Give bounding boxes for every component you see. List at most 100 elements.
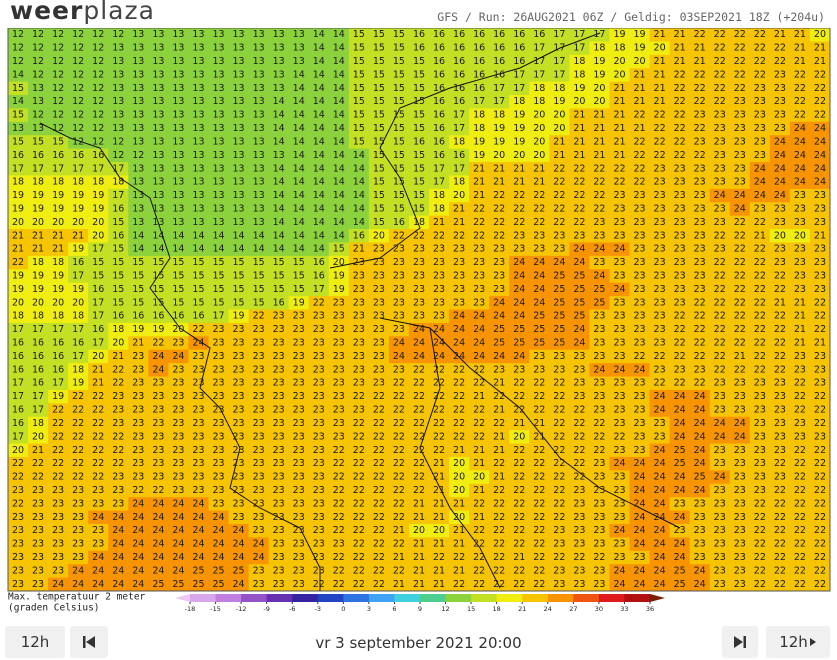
temp-value: 24	[172, 539, 184, 550]
temp-value: 13	[152, 83, 164, 94]
temp-value: 24	[694, 418, 706, 429]
temp-value: 13	[212, 96, 224, 107]
temp-cell	[88, 28, 109, 42]
temp-value: 23	[694, 163, 706, 174]
temp-value: 23	[714, 525, 726, 536]
temp-value: 23	[293, 378, 305, 389]
temp-value: 21	[32, 445, 44, 456]
temp-value: 23	[273, 565, 285, 576]
temp-cell	[609, 121, 631, 136]
forward-step-label: 12h	[779, 633, 808, 651]
temp-value: 22	[774, 324, 786, 335]
temp-value: 23	[453, 284, 465, 295]
temp-value: 24	[92, 512, 104, 523]
temp-value: 23	[694, 498, 706, 509]
temp-value: 23	[293, 324, 305, 335]
colorbar-segment	[215, 594, 242, 602]
temp-cell	[48, 175, 69, 190]
temp-value: 14	[192, 230, 204, 241]
temp-value: 23	[212, 391, 224, 402]
temp-value: 22	[654, 110, 666, 121]
temp-value: 22	[92, 418, 104, 429]
temp-value: 22	[573, 552, 585, 563]
temp-value: 23	[253, 391, 265, 402]
temp-cell	[629, 54, 651, 69]
logo[interactable]: weerplaza	[10, 0, 155, 25]
temp-value: 23	[132, 458, 144, 469]
temp-value: 22	[353, 485, 365, 496]
temp-value: 22	[794, 458, 806, 469]
temp-value: 24	[72, 579, 84, 590]
temp-value: 23	[72, 485, 84, 496]
temp-value: 15	[152, 257, 164, 268]
temp-value: 19	[593, 56, 605, 67]
temp-value: 21	[553, 136, 565, 147]
temp-value: 23	[633, 391, 645, 402]
temp-value: 16	[72, 257, 84, 268]
temp-value: 21	[453, 525, 465, 536]
temp-value: 22	[473, 405, 485, 416]
temp-cell	[729, 41, 751, 56]
temp-value: 22	[533, 552, 545, 563]
temp-value: 22	[373, 552, 385, 563]
temp-value: 23	[774, 96, 786, 107]
temp-value: 24	[674, 512, 686, 523]
temp-value: 22	[493, 418, 505, 429]
temp-value: 23	[714, 123, 726, 134]
temp-cell	[288, 68, 310, 83]
temp-cell	[328, 81, 350, 96]
temp-value: 21	[453, 217, 465, 228]
temp-value: 22	[373, 539, 385, 550]
temp-value: 22	[774, 565, 786, 576]
temp-value: 23	[734, 163, 746, 174]
temp-value: 23	[794, 364, 806, 375]
temp-value: 23	[694, 257, 706, 268]
temp-value: 23	[413, 297, 425, 308]
temp-value: 20	[92, 351, 104, 362]
temp-value: 14	[273, 96, 285, 107]
temp-value: 25	[593, 284, 605, 295]
temp-value: 13	[233, 177, 245, 188]
temp-value: 22	[12, 257, 24, 268]
temp-value: 21	[613, 96, 625, 107]
temp-value: 23	[313, 539, 325, 550]
temp-value: 13	[112, 83, 124, 94]
temp-cell	[789, 81, 811, 96]
temp-value: 23	[754, 391, 766, 402]
temp-cell	[208, 148, 230, 163]
temp-value: 23	[172, 391, 184, 402]
temp-value: 23	[553, 364, 565, 375]
temp-value: 21	[794, 324, 806, 335]
temp-value: 20	[72, 297, 84, 308]
temp-value: 24	[654, 525, 666, 536]
temp-value: 20	[613, 56, 625, 67]
temp-cell	[629, 68, 651, 83]
temp-cell	[288, 28, 310, 42]
temp-cell	[609, 108, 631, 123]
forward-step-button[interactable]: 12h	[766, 626, 830, 658]
temp-value: 23	[313, 512, 325, 523]
temp-value: 22	[533, 565, 545, 576]
temp-value: 22	[413, 391, 425, 402]
temp-value: 23	[192, 418, 204, 429]
temp-value: 24	[112, 512, 124, 523]
temp-value: 23	[152, 431, 164, 442]
temp-value: 25	[694, 472, 706, 483]
temp-cell	[208, 68, 230, 83]
temp-value: 14	[132, 244, 144, 255]
temp-cell	[48, 81, 69, 96]
temp-cell	[368, 148, 390, 163]
temp-value: 16	[453, 56, 465, 67]
temp-value: 15	[373, 190, 385, 201]
temp-value: 23	[573, 539, 585, 550]
temp-cell	[88, 162, 109, 176]
temp-value: 23	[493, 257, 505, 268]
temp-value: 23	[373, 270, 385, 281]
temp-value: 12	[32, 43, 44, 54]
temp-value: 14	[333, 217, 345, 228]
last-button[interactable]	[722, 626, 758, 658]
temp-value: 21	[433, 565, 445, 576]
temp-value: 22	[714, 311, 726, 322]
temp-value: 13	[112, 56, 124, 67]
temp-value: 23	[633, 297, 645, 308]
